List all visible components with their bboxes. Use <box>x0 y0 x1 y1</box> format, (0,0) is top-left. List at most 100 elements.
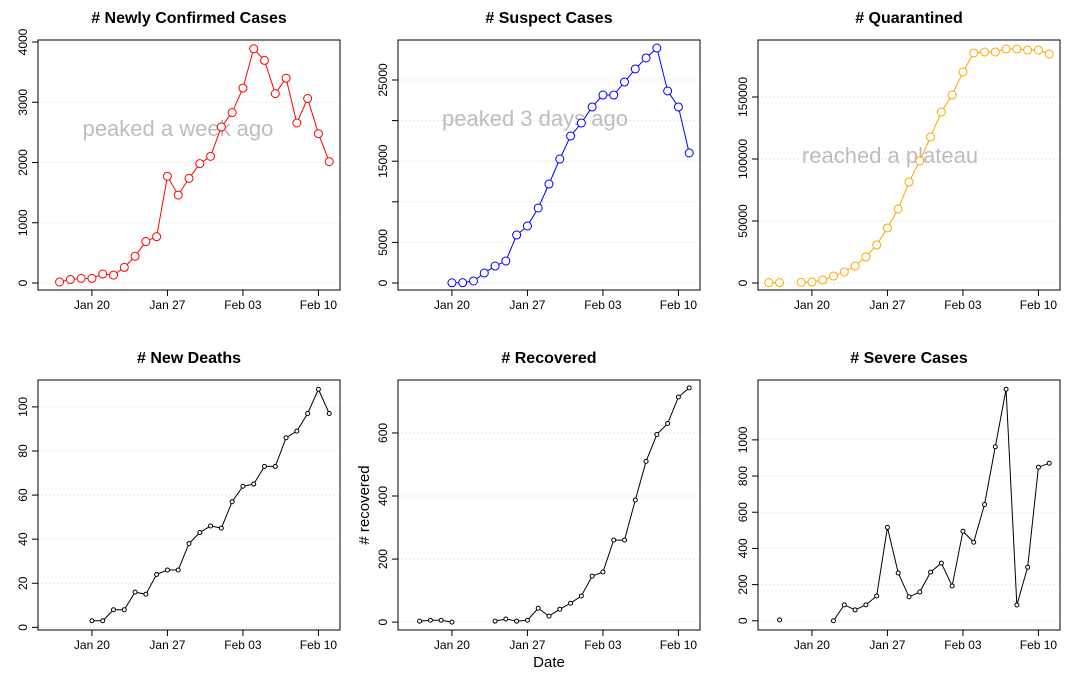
data-point <box>490 261 500 271</box>
data-point <box>162 171 172 181</box>
data-point <box>524 617 530 623</box>
x-tick-label: Feb 10 <box>660 638 698 652</box>
data-point <box>884 524 890 530</box>
data-point <box>850 261 860 271</box>
data-point <box>949 583 955 589</box>
y-tick-label: 0 <box>16 624 30 631</box>
data-point <box>208 523 214 529</box>
data-point <box>652 43 662 53</box>
y-tick-label: 20 <box>16 576 30 590</box>
data-point <box>1014 602 1020 608</box>
data-point <box>76 273 86 283</box>
y-tick-label: 40 <box>16 532 30 546</box>
data-point <box>620 77 629 87</box>
y-tick-label: 60 <box>16 488 30 502</box>
data-point <box>611 537 617 543</box>
x-tick-label: Jan 20 <box>794 638 830 652</box>
data-point <box>65 274 75 284</box>
data-line <box>451 47 690 284</box>
chart-title: # Recovered <box>501 350 596 367</box>
plot-frame <box>37 39 341 291</box>
y-axis-label: # recovered <box>356 465 373 544</box>
data-point <box>272 463 278 469</box>
data-point <box>469 276 478 286</box>
data-point <box>576 118 586 128</box>
data-point <box>458 278 468 288</box>
y-tick-label: 150000 <box>736 77 750 117</box>
data-point <box>982 501 987 507</box>
data-point <box>872 240 882 250</box>
data-point <box>882 223 892 233</box>
data-point <box>227 108 237 118</box>
data-point <box>262 463 267 469</box>
chart-title: # Quarantined <box>855 10 963 27</box>
y-tick-label: 600 <box>376 423 390 443</box>
data-point <box>132 589 138 595</box>
data-point <box>206 151 216 161</box>
y-tick-label: 4000 <box>16 28 30 55</box>
data-point <box>969 48 979 58</box>
data-point <box>260 55 269 65</box>
data-point <box>960 528 966 534</box>
data-point <box>184 173 194 183</box>
data-point <box>173 190 183 200</box>
y-tick-label: 80 <box>16 444 30 458</box>
annotation: peaked 3 days ago <box>442 106 628 131</box>
x-tick-label: Feb 10 <box>1020 298 1058 312</box>
y-tick-label: 100000 <box>736 139 750 179</box>
data-point <box>861 252 871 262</box>
data-point <box>535 605 541 611</box>
plot-frame <box>397 379 701 631</box>
data-point <box>928 569 934 575</box>
data-line <box>833 389 1050 622</box>
y-tick-label: 50000 <box>736 204 750 238</box>
data-point <box>533 203 543 213</box>
x-tick-label: Feb 10 <box>1020 638 1058 652</box>
data-point <box>578 593 584 599</box>
data-point <box>326 411 332 417</box>
data-point <box>313 129 323 139</box>
panel: # Newly Confirmed Cases 0 1000 2000 3000 4000… <box>16 10 341 312</box>
y-tick-label: 0 <box>16 279 30 286</box>
data-point <box>87 273 97 283</box>
data-point <box>796 277 806 287</box>
data-point <box>281 73 291 83</box>
data-point <box>130 251 140 261</box>
data-point <box>589 573 595 579</box>
y-tick-label: 0 <box>736 279 750 286</box>
x-tick-label: Jan 20 <box>74 638 110 652</box>
data-point <box>492 618 498 624</box>
data-point <box>958 67 968 77</box>
y-tick-label: 100 <box>16 397 30 417</box>
chart-title: # Suspect Cases <box>485 10 612 27</box>
data-point <box>438 617 444 623</box>
data-point <box>111 607 116 613</box>
data-point <box>1003 386 1009 392</box>
panel: # New Deaths 0 20 40 60 80 100 Jan 20 Jan 27 Feb … <box>16 350 341 652</box>
data-point <box>98 269 108 279</box>
data-point <box>992 444 998 450</box>
x-tick-label: Jan 27 <box>149 298 185 312</box>
data-point <box>863 602 869 608</box>
chart-title: # Severe Cases <box>850 350 968 367</box>
x-tick-label: Feb 03 <box>584 638 622 652</box>
y-tick-label: 400 <box>736 538 750 558</box>
data-point <box>324 157 334 167</box>
data-line <box>59 47 330 283</box>
data-point <box>990 47 1000 57</box>
data-point <box>568 600 574 606</box>
data-point <box>1044 49 1054 59</box>
y-tick-label: 0 <box>376 618 390 625</box>
y-tick-label: 2000 <box>16 149 30 176</box>
annotation: peaked a week ago <box>83 116 274 141</box>
data-point <box>630 64 640 74</box>
data-point <box>447 278 457 288</box>
y-tick-label: 1000 <box>736 426 750 453</box>
data-point <box>240 483 246 489</box>
data-point <box>895 570 901 576</box>
data-point <box>917 589 923 595</box>
y-tick-label: 3000 <box>16 89 30 116</box>
x-tick-label: Feb 03 <box>224 298 262 312</box>
y-tick-label: 400 <box>376 486 390 506</box>
